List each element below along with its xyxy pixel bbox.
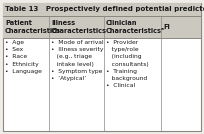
Text: •  Mode of arrival
•  Illness severity
   (e.g., triage
   intake level)
•  Symp: • Mode of arrival • Illness severity (e.… [51,40,104,81]
Bar [161,16,201,38]
Text: Patient
Characteristics: Patient Characteristics [5,20,61,34]
Bar [104,16,161,38]
Text: •  Age
•  Sex
•  Race
•  Ethnicity
•  Language: • Age • Sex • Race • Ethnicity • Languag… [5,40,42,74]
Text: •  Provider
   type/role
   (including
   consultants)
•  Training
   background: • Provider type/role (including consulta… [106,40,149,88]
Text: Clinician
Characteristicsᵃ: Clinician Characteristicsᵃ [106,20,165,34]
Text: Illness
Characteristics: Illness Characteristics [51,20,107,34]
Bar [49,16,104,38]
Text: Table 13   Prospectively defined potential predictors or risk: Table 13 Prospectively defined potential… [5,7,204,12]
Bar [3,16,49,38]
Text: Fi: Fi [163,24,170,30]
Bar [3,3,201,16]
